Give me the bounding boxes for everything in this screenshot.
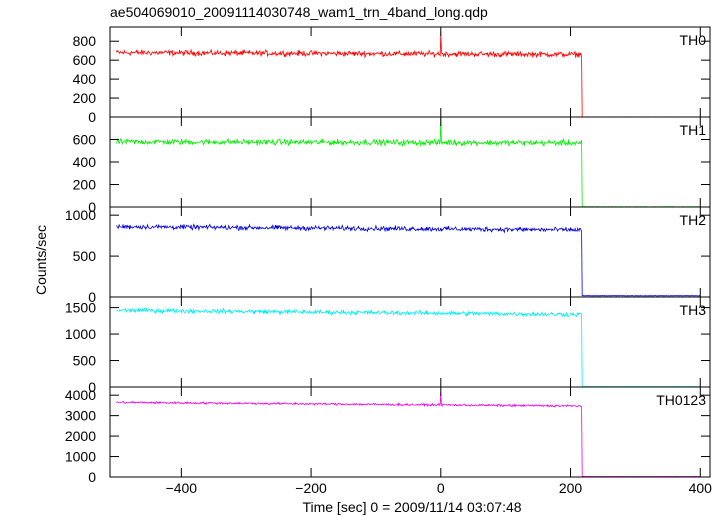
- series-label-th0: TH0: [680, 32, 707, 48]
- y-tick-label: 2000: [65, 428, 96, 444]
- series-line-th0: [116, 31, 701, 118]
- y-tick-label: 3000: [65, 408, 96, 424]
- series-label-th3: TH3: [680, 302, 707, 318]
- series-line-th1: [116, 116, 701, 208]
- series-line-th3: [116, 307, 701, 388]
- y-tick-label: 400: [73, 154, 97, 170]
- panel-frame: [109, 296, 711, 388]
- series-line-th0123: [116, 392, 701, 478]
- series-line-th2: [116, 223, 701, 297]
- y-tick-label: 4000: [65, 387, 96, 403]
- y-tick-label: 1000: [65, 207, 96, 223]
- x-tick-label: −200: [295, 480, 327, 496]
- y-tick-label: 200: [73, 90, 97, 106]
- y-tick-label: 0: [88, 289, 96, 305]
- y-tick-label: 0: [88, 199, 96, 215]
- series-label-th0123: TH0123: [656, 392, 706, 408]
- series-label-th1: TH1: [680, 122, 707, 138]
- x-tick-label: 400: [689, 480, 713, 496]
- y-axis-label: Counts/sec: [33, 225, 49, 295]
- panel-frame: [109, 206, 711, 298]
- panel-th0123: 0 1000 2000 3000 4000 TH0123: [65, 386, 711, 485]
- chart-title: ae504069010_20091114030748_wam1_trn_4ban…: [110, 4, 488, 20]
- y-tick-label: 500: [73, 248, 97, 264]
- x-tick-label: 200: [559, 480, 583, 496]
- y-tick-label: 500: [73, 353, 97, 369]
- y-tick-label: 1500: [65, 300, 96, 316]
- y-tick-label: 0: [88, 469, 96, 485]
- y-tick-label: 600: [73, 132, 97, 148]
- x-tick-label: 0: [437, 480, 445, 496]
- y-tick-label: 0: [88, 109, 96, 125]
- panel-th2: 0 500 1000 TH2: [65, 206, 711, 305]
- panel-th1: 0 200 400 600 TH1: [73, 116, 711, 215]
- panels-group: 0 200 400 600 800 TH0 0 200 400 600 TH1 0 500 1000 TH2…: [65, 26, 713, 496]
- y-tick-label: 400: [73, 71, 97, 87]
- panel-th0: 0 200 400 600 800 TH0: [73, 26, 711, 125]
- panel-frame: [109, 386, 711, 478]
- series-label-th2: TH2: [680, 212, 707, 228]
- panel-frame: [109, 116, 711, 208]
- y-tick-label: 1000: [65, 449, 96, 465]
- panel-th3: 0 500 1000 1500 TH3: [65, 296, 711, 395]
- panel-frame: [109, 26, 711, 118]
- y-tick-label: 0: [88, 379, 96, 395]
- y-tick-label: 600: [73, 52, 97, 68]
- y-tick-label: 1000: [65, 326, 96, 342]
- x-tick-label: −400: [166, 480, 198, 496]
- y-tick-label: 200: [73, 177, 97, 193]
- y-tick-label: 800: [73, 33, 97, 49]
- x-axis-label: Time [sec] 0 = 2009/11/14 03:07:48: [302, 499, 521, 515]
